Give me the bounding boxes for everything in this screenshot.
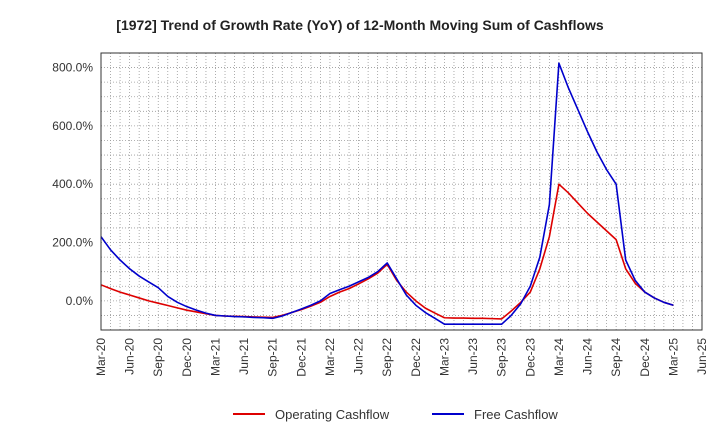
- x-tick-label: Jun-21: [237, 338, 251, 375]
- x-tick-label: Mar-21: [208, 338, 222, 376]
- y-tick-label: 600.0%: [52, 119, 93, 133]
- legend: Operating Cashflow Free Cashflow: [233, 407, 558, 422]
- y-tick-label: 800.0%: [52, 61, 93, 75]
- x-tick-label: Mar-25: [666, 338, 680, 376]
- y-tick-label: 0.0%: [66, 294, 94, 308]
- x-tick-label: Sep-21: [266, 338, 280, 377]
- x-tick-label: Jun-22: [352, 338, 366, 375]
- x-tick-label: Dec-23: [523, 338, 537, 377]
- plot-border: [100, 52, 703, 331]
- x-tick-label: Sep-22: [380, 338, 394, 377]
- series-layer: [100, 62, 674, 325]
- legend-label: Free Cashflow: [474, 407, 558, 422]
- x-tick-label: Sep-23: [495, 338, 509, 377]
- legend-label: Operating Cashflow: [275, 407, 390, 422]
- plot-area: [101, 53, 702, 330]
- x-tick-label: Mar-23: [437, 338, 451, 376]
- x-tick-label: Jun-23: [466, 338, 480, 375]
- x-tick-label: Dec-21: [294, 338, 308, 377]
- x-tick-label: Jun-20: [123, 338, 137, 375]
- x-tick-label: Dec-24: [638, 338, 652, 377]
- x-tick-label: Mar-22: [323, 338, 337, 376]
- x-tick-label: Jun-25: [695, 338, 709, 375]
- y-tick-label: 400.0%: [52, 177, 93, 191]
- x-tick-label: Sep-20: [151, 338, 165, 377]
- x-tick-label: Sep-24: [609, 338, 623, 377]
- y-tick-label: 200.0%: [52, 236, 93, 250]
- x-tick-label: Dec-22: [409, 338, 423, 377]
- x-tick-label: Jun-24: [581, 338, 595, 375]
- x-tick-label: Mar-24: [552, 338, 566, 376]
- chart-title: [1972] Trend of Growth Rate (YoY) of 12-…: [116, 17, 604, 33]
- series-line-free-cashflow: [100, 62, 674, 325]
- axis-layer: 0.0% 200.0% 400.0% 600.0% 800.0% Mar-20 Jun-20…: [52, 52, 709, 377]
- x-tick-label: Mar-20: [94, 338, 108, 376]
- x-tick-label: Dec-20: [180, 338, 194, 377]
